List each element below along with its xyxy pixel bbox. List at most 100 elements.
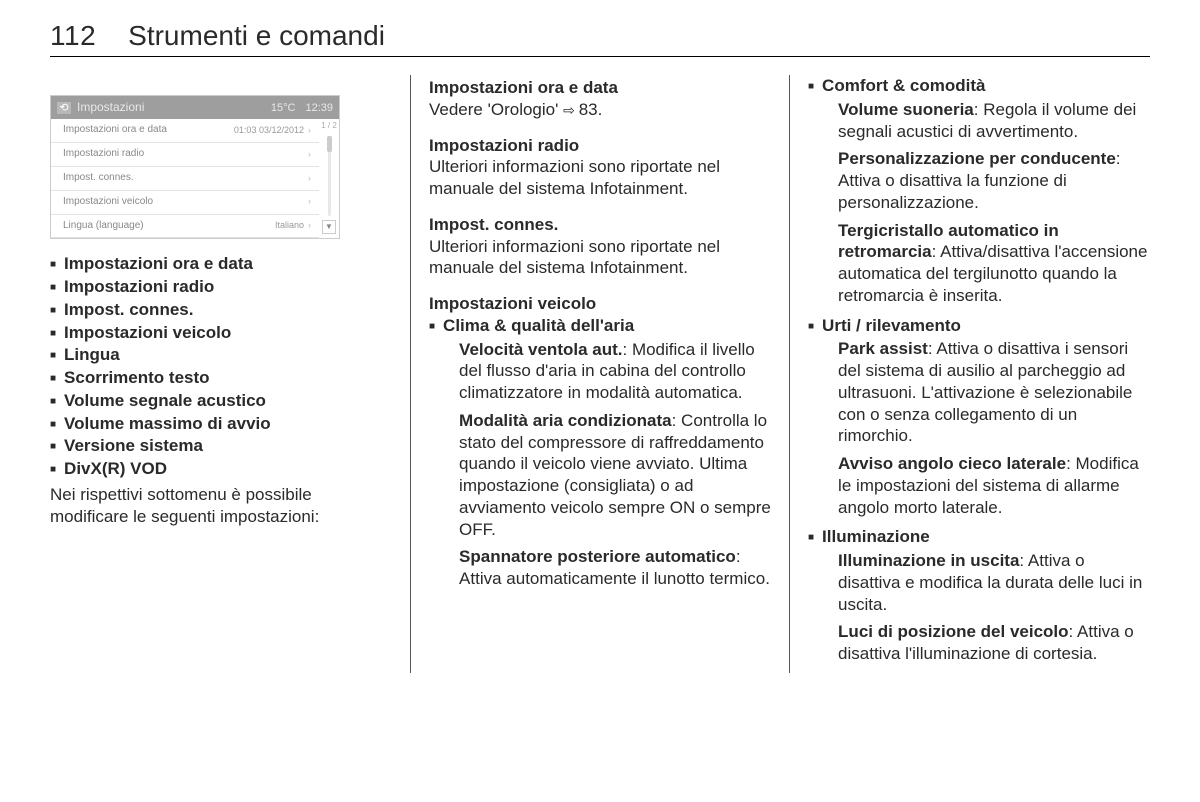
screenshot-row: Impostazioni ora e data 01:03 03/12/2012… bbox=[51, 119, 319, 143]
item-title: Comfort & comodità bbox=[822, 75, 1150, 97]
column-1: ⟲ Impostazioni 15°C 12:39 Impostazioni o… bbox=[50, 75, 410, 673]
toc-item: Impost. connes. bbox=[50, 299, 392, 321]
screenshot-time: 12:39 bbox=[305, 101, 333, 115]
column-3: Comfort & comodità Volume suoneria: Rego… bbox=[789, 75, 1150, 673]
sub-item: Modalità aria condizionata: Controlla lo… bbox=[443, 410, 771, 541]
sub-item: Tergicristallo automatico in retromarcia… bbox=[822, 220, 1150, 307]
section-heading: Impostazioni radio bbox=[429, 135, 771, 157]
screenshot-topbar: ⟲ Impostazioni 15°C 12:39 bbox=[51, 96, 339, 119]
list-item: Urti / rilevamento Park assist: Attiva o… bbox=[808, 315, 1150, 525]
toc-item: Versione sistema bbox=[50, 435, 392, 457]
toc-item: DivX(R) VOD bbox=[50, 458, 392, 480]
page-number: 112 bbox=[50, 20, 96, 52]
item-title: Urti / rilevamento bbox=[822, 315, 1150, 337]
sub-item: Spannatore posteriore automatico: Attiva… bbox=[443, 546, 771, 590]
scroll-thumb bbox=[327, 136, 332, 152]
screenshot-rows: Impostazioni ora e data 01:03 03/12/2012… bbox=[51, 119, 339, 238]
screenshot-row: Impost. connes. › bbox=[51, 167, 319, 191]
scroll-down-icon: ▼ bbox=[322, 220, 336, 234]
toc-label: Versione sistema bbox=[64, 435, 203, 457]
sub-title: Personalizzazione per conducente bbox=[838, 149, 1116, 168]
chevron-right-icon: › bbox=[308, 125, 311, 137]
reference-page: 83. bbox=[579, 100, 603, 119]
sub-title: Park assist bbox=[838, 339, 928, 358]
toc-label: Volume segnale acustico bbox=[64, 390, 266, 412]
list-item: Clima & qualità dell'aria Velocità vento… bbox=[429, 315, 771, 596]
sub-item: Velocità ventola aut.: Modifica il livel… bbox=[443, 339, 771, 404]
back-icon: ⟲ bbox=[57, 102, 71, 114]
content-columns: ⟲ Impostazioni 15°C 12:39 Impostazioni o… bbox=[50, 75, 1150, 673]
body-text: Vedere 'Orologio' bbox=[429, 100, 563, 119]
page-title: Strumenti e comandi bbox=[128, 20, 385, 52]
section-body: Vedere 'Orologio' ⇨ 83. bbox=[429, 99, 771, 121]
screenshot-title: Impostazioni bbox=[77, 100, 271, 115]
screenshot-row: Impostazioni radio › bbox=[51, 143, 319, 167]
item-title: Illuminazione bbox=[822, 526, 1150, 548]
sub-title: Illuminazione in uscita bbox=[838, 551, 1019, 570]
screenshot-row: Impostazioni veicolo › bbox=[51, 191, 319, 215]
chevron-right-icon: › bbox=[308, 220, 311, 232]
toc-label: Scorrimento testo bbox=[64, 367, 209, 389]
toc-label: DivX(R) VOD bbox=[64, 458, 167, 480]
vehicle-settings-list: Clima & qualità dell'aria Velocità vento… bbox=[429, 315, 771, 596]
toc-label: Lingua bbox=[64, 344, 120, 366]
toc-followup: Nei rispettivi sottomenu è possibile mod… bbox=[50, 484, 392, 528]
screenshot-scrollbar: 1 / 2 ▼ bbox=[321, 121, 337, 236]
toc-label: Impostazioni veicolo bbox=[64, 322, 231, 344]
sub-title: Volume suoneria bbox=[838, 100, 974, 119]
toc-label: Volume massimo di avvio bbox=[64, 413, 271, 435]
section-vehicle: Impostazioni veicolo Clima & qualità del… bbox=[429, 293, 771, 596]
section-body: Ulteriori informazioni sono riportate ne… bbox=[429, 156, 771, 200]
sub-item: Illuminazione in uscita: Attiva o disatt… bbox=[822, 550, 1150, 615]
toc-item: Lingua bbox=[50, 344, 392, 366]
toc-label: Impostazioni ora e data bbox=[64, 253, 253, 275]
row-label: Impostazioni veicolo bbox=[63, 196, 308, 209]
reference-arrow-icon: ⇨ bbox=[563, 102, 579, 118]
toc-item: Impostazioni radio bbox=[50, 276, 392, 298]
sub-title: Spannatore posteriore automatico bbox=[459, 547, 736, 566]
section-time-date: Impostazioni ora e data Vedere 'Orologio… bbox=[429, 77, 771, 121]
section-heading: Impost. connes. bbox=[429, 214, 771, 236]
chevron-right-icon: › bbox=[308, 196, 311, 208]
screenshot-row: Lingua (language) Italiano › bbox=[51, 215, 319, 239]
chevron-right-icon: › bbox=[308, 173, 311, 185]
row-value: Italiano bbox=[275, 220, 304, 232]
toc-item: Scorrimento testo bbox=[50, 367, 392, 389]
sub-title: Velocità ventola aut. bbox=[459, 340, 622, 359]
screenshot-temp: 15°C bbox=[271, 101, 296, 115]
page-indicator: 1 / 2 bbox=[321, 121, 337, 131]
row-label: Lingua (language) bbox=[63, 220, 275, 233]
vehicle-settings-list-cont: Comfort & comodità Volume suoneria: Rego… bbox=[808, 75, 1150, 671]
sub-title: Luci di posizione del veicolo bbox=[838, 622, 1068, 641]
sub-title: Avviso angolo cieco laterale bbox=[838, 454, 1066, 473]
section-body: Ulteriori informazioni sono riportate ne… bbox=[429, 236, 771, 280]
row-label: Impost. connes. bbox=[63, 172, 308, 185]
chevron-right-icon: › bbox=[308, 149, 311, 161]
section-radio: Impostazioni radio Ulteriori informazion… bbox=[429, 135, 771, 200]
row-label: Impostazioni radio bbox=[63, 148, 308, 161]
section-heading: Impostazioni ora e data bbox=[429, 77, 771, 99]
section-heading: Impostazioni veicolo bbox=[429, 293, 771, 315]
column-2: Impostazioni ora e data Vedere 'Orologio… bbox=[410, 75, 789, 673]
row-value: 01:03 03/12/2012 bbox=[234, 125, 304, 137]
sub-title: Modalità aria condizionata bbox=[459, 411, 672, 430]
scroll-track bbox=[328, 136, 331, 217]
toc-item: Volume segnale acustico bbox=[50, 390, 392, 412]
sub-item: Avviso angolo cieco laterale: Modifica l… bbox=[822, 453, 1150, 518]
toc-item: Impostazioni ora e data bbox=[50, 253, 392, 275]
toc-label: Impost. connes. bbox=[64, 299, 193, 321]
list-item: Comfort & comodità Volume suoneria: Rego… bbox=[808, 75, 1150, 313]
settings-toc: Impostazioni ora e data Impostazioni rad… bbox=[50, 253, 392, 480]
toc-label: Impostazioni radio bbox=[64, 276, 214, 298]
item-title: Clima & qualità dell'aria bbox=[443, 315, 771, 337]
sub-item: Personalizzazione per conducente: Attiva… bbox=[822, 148, 1150, 213]
list-item: Illuminazione Illuminazione in uscita: A… bbox=[808, 526, 1150, 671]
sub-item: Park assist: Attiva o disattiva i sensor… bbox=[822, 338, 1150, 447]
infotainment-screenshot: ⟲ Impostazioni 15°C 12:39 Impostazioni o… bbox=[50, 95, 340, 239]
sub-item: Volume suoneria: Regola il volume dei se… bbox=[822, 99, 1150, 143]
toc-item: Volume massimo di avvio bbox=[50, 413, 392, 435]
toc-item: Impostazioni veicolo bbox=[50, 322, 392, 344]
page-header: 112 Strumenti e comandi bbox=[50, 20, 1150, 57]
row-label: Impostazioni ora e data bbox=[63, 124, 234, 137]
section-connections: Impost. connes. Ulteriori informazioni s… bbox=[429, 214, 771, 279]
